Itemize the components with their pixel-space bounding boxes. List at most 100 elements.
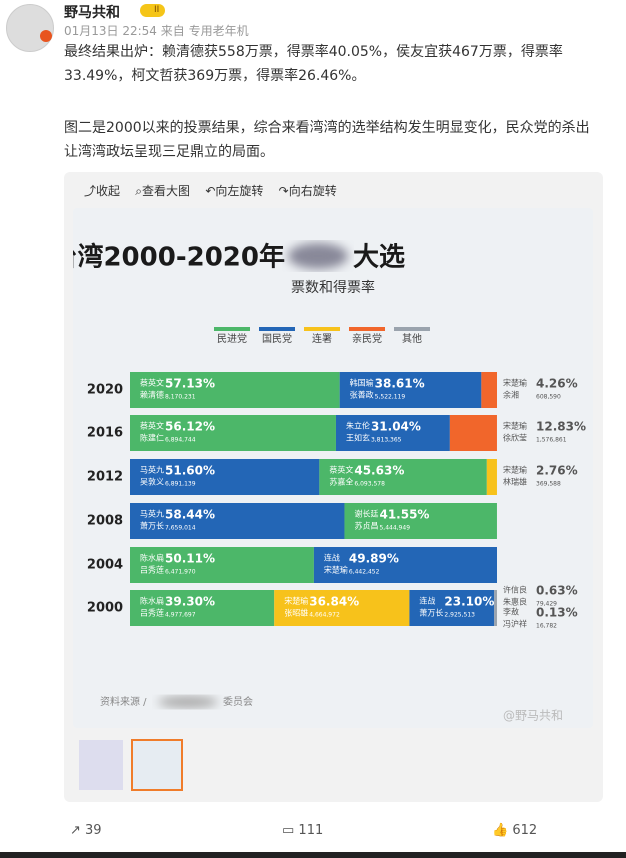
meta: 01月13日 22:54 来自 专用老年机 <box>64 22 249 39</box>
time: 01月13日 22:54 <box>64 24 157 38</box>
votes: 2,925,513 <box>444 612 475 619</box>
rotate-right[interactable]: ↷向右旋转 <box>278 184 337 198</box>
value-label: 38.61% <box>375 377 425 391</box>
candidate: 冯沪祥 <box>503 619 527 629</box>
candidate: 连战 <box>419 596 435 606</box>
watermark: @野马共和 <box>503 709 563 723</box>
candidate: 张善政 <box>350 390 374 400</box>
candidate: 朱惠良 <box>503 597 527 607</box>
candidate: 宋楚瑜 <box>503 421 527 431</box>
chart-subtitle: 票数和得票率 <box>291 279 375 296</box>
candidate: 吕秀莲 <box>140 565 164 575</box>
votes: 6,442,452 <box>349 569 380 576</box>
year-label: 2004 <box>87 558 123 573</box>
votes: 369,588 <box>536 481 561 488</box>
value-label: 0.63% <box>536 584 578 598</box>
candidate: 宋楚瑜 <box>503 465 527 475</box>
candidate: 张昭雄 <box>284 608 308 618</box>
value-label: 41.55% <box>379 508 429 522</box>
bar-segment <box>130 372 340 408</box>
legend-label: 连署 <box>312 332 332 345</box>
comment-count: 111 <box>298 823 324 838</box>
avatar[interactable] <box>6 4 54 52</box>
chart-title: 台湾2000-2020年 <box>73 242 285 273</box>
bar-segment <box>494 590 497 626</box>
source-end: 委员会 <box>223 695 253 708</box>
value-label: 2.76% <box>536 464 578 478</box>
candidate: 韩国瑜 <box>350 378 374 388</box>
label: 向左旋转 <box>215 184 264 198</box>
bar-segment <box>449 415 497 451</box>
value-label: 23.10% <box>444 595 494 609</box>
votes: 6,471,970 <box>165 569 196 576</box>
votes: 6,093,578 <box>354 481 385 488</box>
bar-segment <box>319 459 487 495</box>
user-name[interactable]: 野马共和 <box>64 5 120 21</box>
votes: 16,782 <box>536 623 557 630</box>
source: 资料来源 / <box>100 695 147 708</box>
candidate: 林瑞雄 <box>503 477 527 487</box>
votes: 6,891,139 <box>165 481 196 488</box>
candidate: 徐欣莹 <box>503 433 527 443</box>
bar-segment <box>486 459 497 495</box>
year-label: 2008 <box>87 514 123 529</box>
bar-segment <box>130 590 275 626</box>
bar-segment <box>481 372 497 408</box>
value-label: 57.13% <box>165 377 215 391</box>
bar-segment <box>344 503 497 539</box>
paragraph: 图二是2000以来的投票结果，综合来看湾湾的选举结构发生明显变化，民众党的杀出让… <box>64 120 590 160</box>
badge: II <box>140 4 166 17</box>
candidate: 马英九 <box>140 465 164 475</box>
rotate-left[interactable]: ↶向左旋转 <box>205 184 264 198</box>
legend-label: 亲民党 <box>352 332 382 345</box>
candidate: 萧万长 <box>140 521 164 531</box>
collapse[interactable]: ⤴收起 <box>84 184 121 198</box>
votes: 4,977,697 <box>165 612 196 619</box>
votes: 1,576,861 <box>536 437 567 444</box>
candidate: 宋楚瑜 <box>503 378 527 388</box>
value-label: 56.12% <box>165 420 215 434</box>
like[interactable]: 👍 612 <box>492 823 538 838</box>
blur <box>158 696 218 708</box>
thumb[interactable] <box>79 740 123 790</box>
candidate: 吕秀莲 <box>140 608 164 618</box>
legend-label: 民进党 <box>217 332 247 345</box>
value-label: 31.04% <box>371 420 421 434</box>
toolbar: ⤴收起 ⌕查看大图 ↶向左旋转 ↷向右旋转 <box>84 182 337 199</box>
value-label: 4.26% <box>536 377 578 391</box>
value-label: 51.60% <box>165 464 215 478</box>
view-large[interactable]: ⌕查看大图 <box>135 184 191 198</box>
candidate: 苏嘉全 <box>329 477 353 487</box>
candidate: 陈水扁 <box>140 596 164 606</box>
legend-label: 其他 <box>402 332 422 345</box>
votes: 3,813,365 <box>371 437 402 444</box>
votes: 8,170,231 <box>165 394 196 401</box>
bar-segment <box>335 415 450 451</box>
year-label: 2016 <box>87 426 123 441</box>
votes: 5,444,949 <box>379 525 410 532</box>
paragraph: 最终结果出炉：赖清德获558万票，得票率40.05%，侯友宜获467万票，得票率… <box>64 44 563 84</box>
bar-segment <box>274 590 410 626</box>
candidate: 朱立伦 <box>346 421 370 431</box>
value-label: 39.30% <box>165 595 215 609</box>
candidate: 余湘 <box>503 390 519 400</box>
value-label: 50.11% <box>165 552 215 566</box>
year-label: 2012 <box>87 470 123 485</box>
bar-segment <box>130 415 336 451</box>
share[interactable]: ↗ 39 <box>70 823 102 838</box>
label: 查看大图 <box>142 184 191 198</box>
candidate: 许信良 <box>503 585 527 595</box>
thumb-active[interactable] <box>131 739 183 791</box>
value-label: 58.44% <box>165 508 215 522</box>
value-label: 49.89% <box>349 552 399 566</box>
candidate: 蔡英文 <box>329 465 353 475</box>
legend-label: 国民党 <box>262 332 292 345</box>
candidate: 苏贞昌 <box>354 521 378 531</box>
label: 向右旋转 <box>288 184 337 198</box>
votes: 6,894,744 <box>165 437 196 444</box>
comment[interactable]: ▭ 111 <box>282 823 324 838</box>
legend-swatch <box>394 327 430 331</box>
bar-segment <box>130 547 314 583</box>
candidate: 宋楚瑜 <box>284 596 308 606</box>
